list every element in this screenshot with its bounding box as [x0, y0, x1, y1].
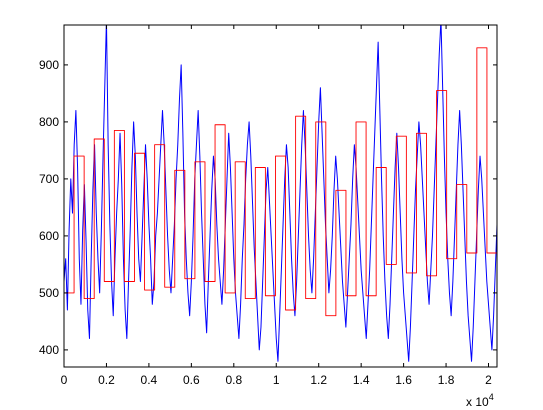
series-layer — [64, 25, 497, 362]
y-tick-label: 400 — [39, 343, 59, 357]
x-tick-label: 1 — [273, 373, 280, 387]
y-tick-label: 700 — [39, 172, 59, 186]
x-tick-label: 0.4 — [141, 373, 158, 387]
series-line-blue-signal — [64, 25, 497, 362]
x-tick-label: 0 — [61, 373, 68, 387]
x-tick-label: 2 — [485, 373, 492, 387]
y-tick-label: 600 — [39, 229, 59, 243]
x-multiplier-exponent: 4 — [489, 392, 494, 402]
x-tick-label: 0.6 — [183, 373, 200, 387]
x-tick-label: 1.6 — [395, 373, 412, 387]
x-tick-label: 1.4 — [353, 373, 370, 387]
x-tick-label: 1.2 — [310, 373, 327, 387]
x-multiplier-label: x 104 — [466, 392, 494, 409]
y-tick-label: 900 — [39, 58, 59, 72]
series-line-red-step — [64, 47, 497, 317]
ticks-layer: 0 0.2 0.4 0.6 0.8 1 1.2 1.4 1.6 1.8 2 400 500 600 700 8… — [39, 25, 497, 387]
x-tick-label: 0.2 — [98, 373, 115, 387]
x-multiplier-prefix: x 10 — [466, 395, 489, 409]
x-tick-label: 1.8 — [438, 373, 455, 387]
y-tick-label: 800 — [39, 115, 59, 129]
y-tick-label: 500 — [39, 286, 59, 300]
plot-background — [64, 25, 497, 367]
plot-frame — [63, 24, 498, 368]
x-tick-label: 0.8 — [225, 373, 242, 387]
